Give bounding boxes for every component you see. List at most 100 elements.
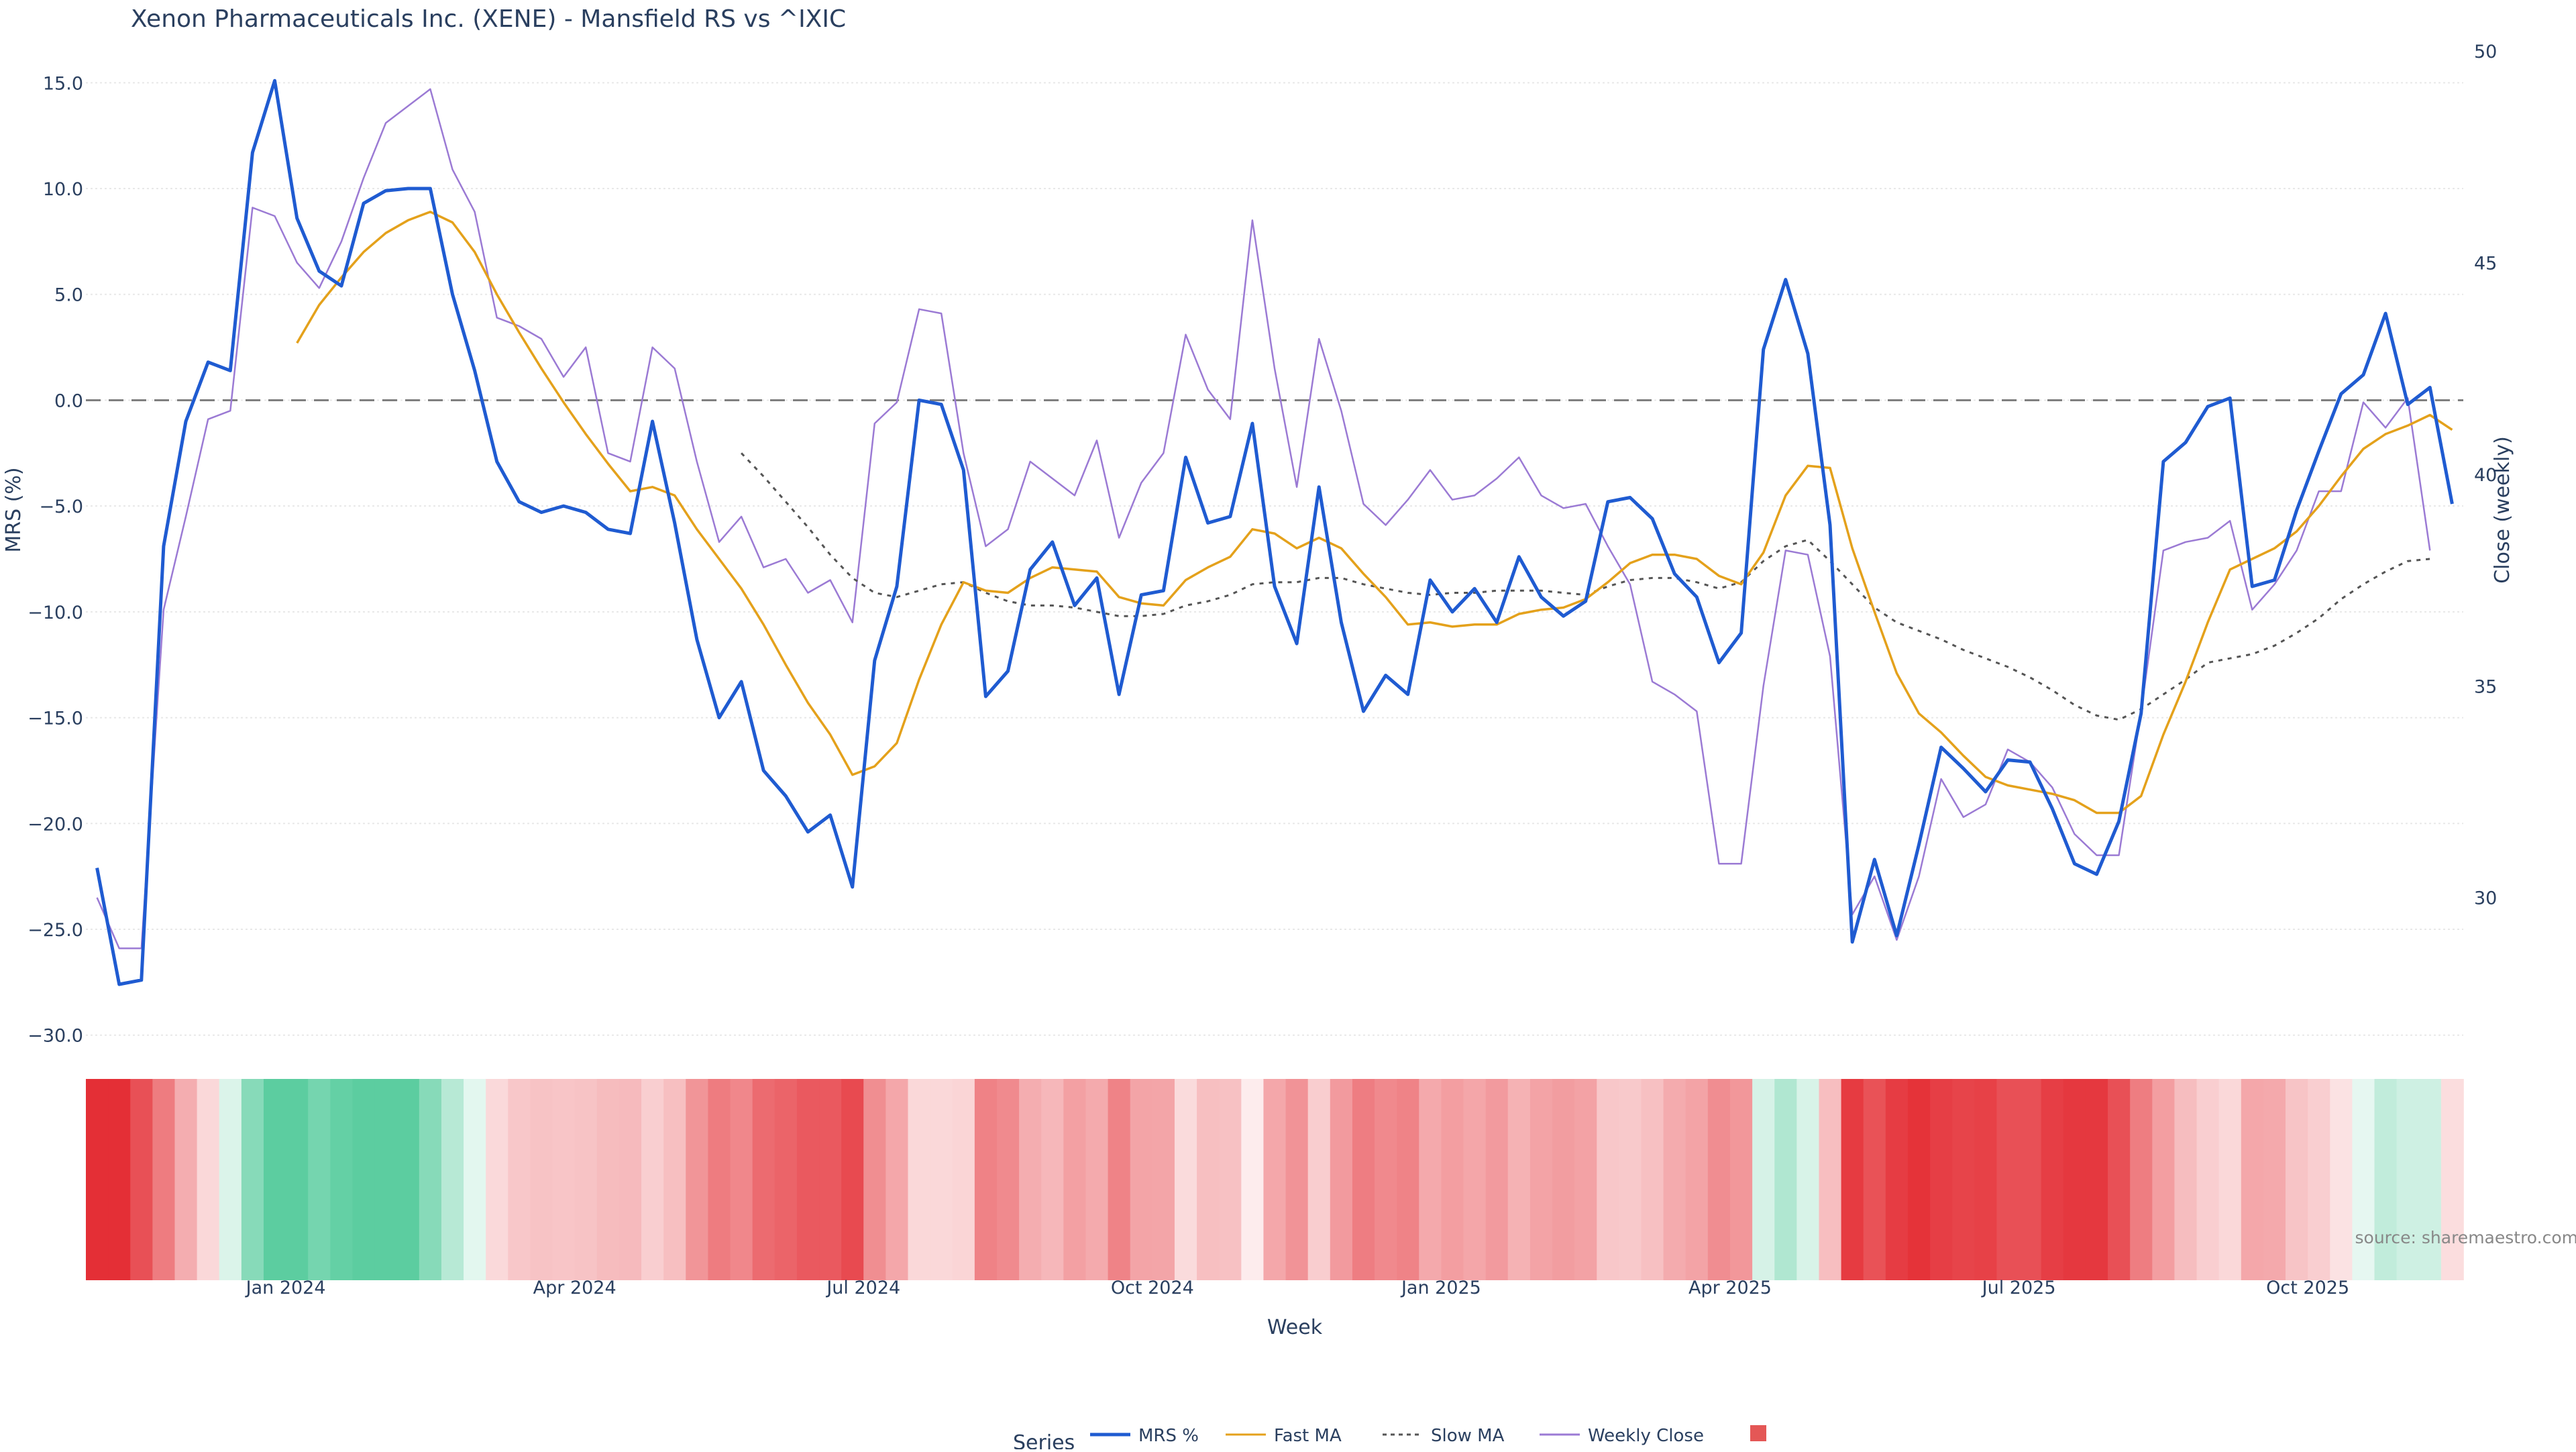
heatmap-cell (1019, 1079, 1042, 1280)
heatmap-cell (2263, 1079, 2286, 1280)
heatmap-cell (508, 1079, 531, 1280)
heatmap-cell (2397, 1079, 2420, 1280)
heatmap-cell (2330, 1079, 2353, 1280)
heatmap-cell (2152, 1079, 2175, 1280)
heatmap-cell (1108, 1079, 1131, 1280)
heatmap-cell (663, 1079, 686, 1280)
legend-item[interactable] (1750, 1425, 1766, 1441)
heatmap-cell (241, 1079, 264, 1280)
x-tick-label: Jul 2025 (1981, 1278, 2056, 1298)
heatmap-cell (1730, 1079, 1753, 1280)
heatmap-cell (641, 1079, 664, 1280)
y-right-tick-label: 45 (2474, 253, 2497, 274)
heatmap-cell (2219, 1079, 2242, 1280)
y-right-tick-label: 50 (2474, 42, 2497, 62)
heatmap-cell (1864, 1079, 1886, 1280)
y-left-tick-label: −25.0 (28, 920, 83, 941)
heatmap-cell (130, 1079, 153, 1280)
heatmap-cell (308, 1079, 331, 1280)
heatmap-cell (1352, 1079, 1375, 1280)
heatmap-cell (1286, 1079, 1309, 1280)
y-left-tick-label: −30.0 (28, 1026, 83, 1047)
heatmap-cell (1597, 1079, 1619, 1280)
heatmap-cell (930, 1079, 953, 1280)
heatmap-cell (731, 1079, 753, 1280)
heatmap-cell (1085, 1079, 1108, 1280)
heatmap-cell (2041, 1079, 2064, 1280)
heatmap-cell (108, 1079, 131, 1280)
heatmap-cell (1996, 1079, 2019, 1280)
heatmap-cell (1974, 1079, 1997, 1280)
heatmap-cell (330, 1079, 353, 1280)
heatmap-cell (1952, 1079, 1975, 1280)
source-annotation: source: sharemaestro.com (2355, 1228, 2576, 1247)
heatmap-cell (619, 1079, 642, 1280)
heatmap-cell (1441, 1079, 1464, 1280)
heatmap-cell (863, 1079, 886, 1280)
heatmap-cell (1241, 1079, 1264, 1280)
heatmap-cell (1686, 1079, 1709, 1280)
heatmap-cell (1619, 1079, 1642, 1280)
heatmap-cell (885, 1079, 908, 1280)
legend-label: Fast MA (1274, 1426, 1342, 1446)
y-right-tick-label: 35 (2474, 676, 2497, 697)
heatmap-cell (975, 1079, 998, 1280)
x-tick-label: Oct 2025 (2266, 1278, 2349, 1298)
heatmap-cell (2086, 1079, 2108, 1280)
heatmap-cell (1841, 1079, 1864, 1280)
chart-title: Xenon Pharmaceuticals Inc. (XENE) - Mans… (131, 5, 846, 33)
heatmap-cell (575, 1079, 598, 1280)
heatmap-cell (2063, 1079, 2086, 1280)
y-axis-right-title: Close (weekly) (2491, 436, 2514, 584)
heatmap-cell (1041, 1079, 1064, 1280)
x-tick-label: Jan 2025 (1400, 1278, 1481, 1298)
heatmap-cell (441, 1079, 464, 1280)
x-tick-label: Apr 2025 (1688, 1278, 1772, 1298)
heatmap-cell (1397, 1079, 1419, 1280)
y-left-tick-label: −15.0 (28, 709, 83, 729)
heatmap-cell (286, 1079, 309, 1280)
heatmap-cell (797, 1079, 820, 1280)
heatmap-cell (2108, 1079, 2131, 1280)
heatmap-cell (2375, 1079, 2398, 1280)
y-left-tick-label: 10.0 (43, 179, 83, 200)
heatmap-cell (1375, 1079, 1397, 1280)
y-right-tick-label: 30 (2474, 888, 2497, 909)
heatmap-cell (753, 1079, 775, 1280)
legend-label: Weekly Close (1588, 1426, 1704, 1446)
heatmap-cell (197, 1079, 220, 1280)
heatmap-cell (2241, 1079, 2264, 1280)
y-axis-left-title: MRS (%) (2, 467, 25, 552)
heatmap-cell (1664, 1079, 1686, 1280)
heatmap-cell (1552, 1079, 1575, 1280)
heatmap-cell (775, 1079, 798, 1280)
heatmap-cell (1419, 1079, 1442, 1280)
x-tick-label: Apr 2024 (533, 1278, 616, 1298)
heatmap-cell (352, 1079, 375, 1280)
heatmap-cell (219, 1079, 242, 1280)
x-tick-label: Jul 2024 (825, 1278, 900, 1298)
heatmap-cell (86, 1079, 109, 1280)
heatmap-cell (174, 1079, 197, 1280)
heatmap-cell (841, 1079, 864, 1280)
heatmap-cell (1486, 1079, 1509, 1280)
heatmap-cell (264, 1079, 286, 1280)
heatmap-cell (152, 1079, 175, 1280)
mrs-heatmap-strip (86, 1079, 2464, 1280)
heatmap-cell (2419, 1079, 2442, 1280)
heatmap-cell (1152, 1079, 1175, 1280)
y-left-tick-label: −5.0 (39, 497, 83, 517)
heatmap-cell (1574, 1079, 1597, 1280)
heatmap-cell (953, 1079, 975, 1280)
heatmap-cell (1330, 1079, 1353, 1280)
heatmap-cell (2197, 1079, 2220, 1280)
heatmap-cell (2308, 1079, 2330, 1280)
heatmap-cell (486, 1079, 508, 1280)
heatmap-cell (375, 1079, 398, 1280)
heatmap-cell (997, 1079, 1020, 1280)
heatmap-cell (1308, 1079, 1331, 1280)
heatmap-cell (2174, 1079, 2197, 1280)
heatmap-cell (1886, 1079, 1909, 1280)
heatmap-cell (1197, 1079, 1220, 1280)
